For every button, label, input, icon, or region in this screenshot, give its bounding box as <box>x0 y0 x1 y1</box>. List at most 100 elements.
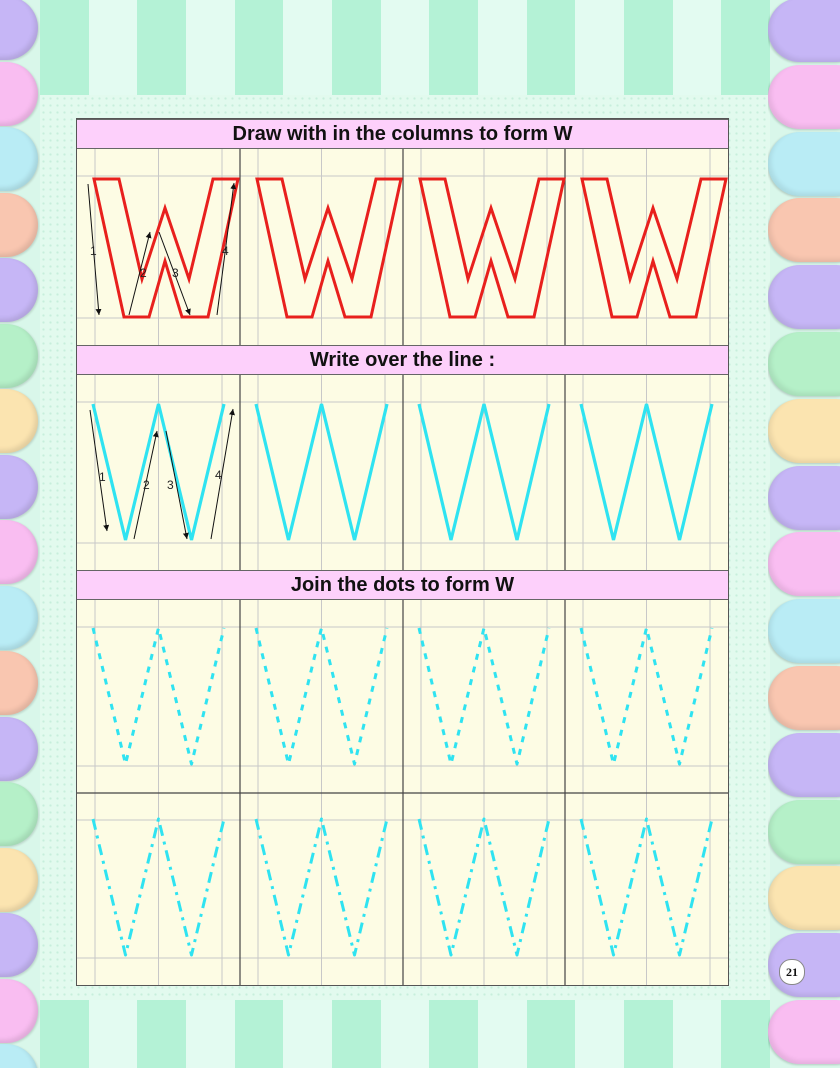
side-tab <box>0 716 38 781</box>
trace-letter-w <box>91 403 226 541</box>
worksheet-grid: 1 2 3 4 1 2 3 4 <box>77 149 728 985</box>
trace-letter-w <box>579 403 714 541</box>
side-tab <box>0 389 38 453</box>
stripe <box>137 1000 187 1068</box>
dash-dot-letter-w <box>417 817 551 957</box>
side-tab <box>768 866 840 931</box>
dash-dot-letter-w <box>254 817 389 957</box>
stroke-arrow-3 <box>158 231 191 316</box>
stripe <box>234 1000 284 1068</box>
stroke-number-1: 1 <box>90 244 97 258</box>
stripe <box>283 0 333 95</box>
stripe <box>88 0 138 95</box>
stripe <box>137 0 187 95</box>
side-tab <box>0 127 38 191</box>
side-tab <box>0 913 38 977</box>
stripe <box>88 1000 138 1068</box>
stroke-number-2: 2 <box>140 266 147 280</box>
side-tab <box>768 599 840 664</box>
side-tab <box>0 258 38 322</box>
right-tabs <box>768 0 840 1068</box>
stripe <box>721 0 771 95</box>
top-stripes <box>40 0 771 95</box>
stripe <box>380 0 430 95</box>
side-tab <box>768 933 840 998</box>
stripe <box>429 1000 479 1068</box>
stroke-arrow-4 <box>216 182 237 316</box>
side-tab <box>0 1044 38 1068</box>
dotted-letter-w <box>254 626 389 766</box>
side-tab <box>0 323 38 388</box>
stripe <box>721 1000 771 1068</box>
side-tab <box>768 398 840 463</box>
stripe <box>478 1000 527 1068</box>
side-tab <box>0 0 38 60</box>
side-tab <box>768 131 840 196</box>
side-tab <box>0 782 38 846</box>
side-tab <box>768 0 840 62</box>
stripe <box>332 1000 381 1068</box>
stroke-number-3: 3 <box>172 266 179 280</box>
stroke-arrow-1 <box>89 409 110 532</box>
stripe <box>672 0 722 95</box>
stripe <box>429 0 479 95</box>
bottom-stripes <box>40 1000 771 1068</box>
trace-letter-w <box>417 403 551 541</box>
side-tab <box>768 198 840 263</box>
page-number: 21 <box>779 959 805 985</box>
stripe <box>283 1000 333 1068</box>
stroke-arrow-2 <box>133 430 159 540</box>
outline-letter-w <box>580 177 728 319</box>
outline-letter-w <box>255 177 403 319</box>
stroke-number-3: 3 <box>167 478 174 492</box>
stroke-arrow-1 <box>87 183 102 316</box>
dash-dot-letter-w <box>579 817 714 957</box>
section-header-1: Draw with in the columns to form W <box>77 119 728 149</box>
worksheet: 1 2 3 4 1 2 3 4 Draw with in the columns to for… <box>76 118 729 986</box>
side-tab <box>0 585 38 650</box>
side-tab <box>0 847 38 912</box>
side-tab <box>0 978 38 1043</box>
outline-letter-w <box>418 177 566 319</box>
side-tab <box>768 332 840 396</box>
section-header-3: Join the dots to form W <box>77 570 728 600</box>
side-tab <box>0 651 38 715</box>
dash-dot-letter-w <box>91 817 226 957</box>
stripe <box>526 1000 576 1068</box>
side-tab <box>768 799 840 864</box>
stripe <box>40 0 89 95</box>
stripe <box>478 0 527 95</box>
stripe <box>672 1000 722 1068</box>
section-header-2: Write over the line : <box>77 345 728 375</box>
stripe <box>575 1000 625 1068</box>
side-tab <box>0 520 38 584</box>
trace-letter-w <box>254 403 389 541</box>
dotted-letter-w <box>91 626 226 766</box>
stroke-number-4: 4 <box>222 244 229 258</box>
side-tab <box>768 1000 840 1064</box>
stripe <box>186 0 235 95</box>
stripe <box>526 0 576 95</box>
stripe <box>332 0 381 95</box>
stripe <box>186 1000 235 1068</box>
stroke-number-1: 1 <box>99 470 106 484</box>
dotted-letter-w <box>579 626 714 766</box>
side-tab <box>768 64 840 129</box>
stroke-arrow-2 <box>128 231 152 316</box>
stripe <box>380 1000 430 1068</box>
side-tab <box>768 532 840 597</box>
side-tab <box>0 454 38 519</box>
stroke-arrow-3 <box>165 430 189 540</box>
stripe <box>624 0 673 95</box>
left-tabs <box>0 0 40 1068</box>
stroke-arrow-4 <box>210 408 235 540</box>
side-tab <box>768 265 840 330</box>
side-tab <box>768 666 840 730</box>
side-tab <box>768 465 840 530</box>
side-tab <box>0 61 38 126</box>
stripe <box>624 1000 673 1068</box>
stripe <box>234 0 284 95</box>
side-tab <box>768 732 840 797</box>
dotted-letter-w <box>417 626 551 766</box>
stripe <box>40 1000 89 1068</box>
